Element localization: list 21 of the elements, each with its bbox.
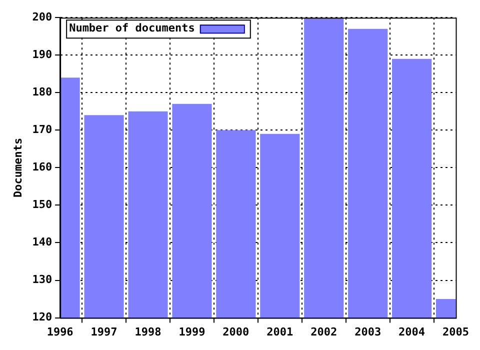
- y-tick-label: 140: [32, 236, 52, 249]
- x-tick-label: 2005: [442, 325, 470, 338]
- x-tick-label: 1998: [134, 325, 162, 338]
- y-tick-label: 190: [32, 48, 52, 61]
- y-tick-label: 170: [32, 123, 52, 136]
- legend-label: Number of documents: [69, 21, 195, 34]
- x-tick-label: 2003: [354, 325, 382, 338]
- y-tick-label: 200: [32, 10, 52, 24]
- y-tick-label: 180: [32, 86, 52, 99]
- y-tick-label: 130: [32, 273, 52, 286]
- y-tick-label: 120: [32, 310, 52, 324]
- x-tick-label: 1996: [46, 325, 74, 338]
- x-tick-label: 2004: [398, 325, 426, 338]
- x-tick-label: 2000: [222, 325, 250, 338]
- x-tick-label: 2002: [310, 325, 338, 338]
- y-tick-label: 160: [32, 160, 52, 174]
- x-tick-label: 1997: [90, 325, 118, 338]
- x-tick-label: 2001: [266, 325, 294, 338]
- y-axis-title: Documents: [11, 138, 24, 198]
- x-tick-label: 1999: [178, 325, 206, 338]
- y-tick-label: 150: [32, 198, 52, 212]
